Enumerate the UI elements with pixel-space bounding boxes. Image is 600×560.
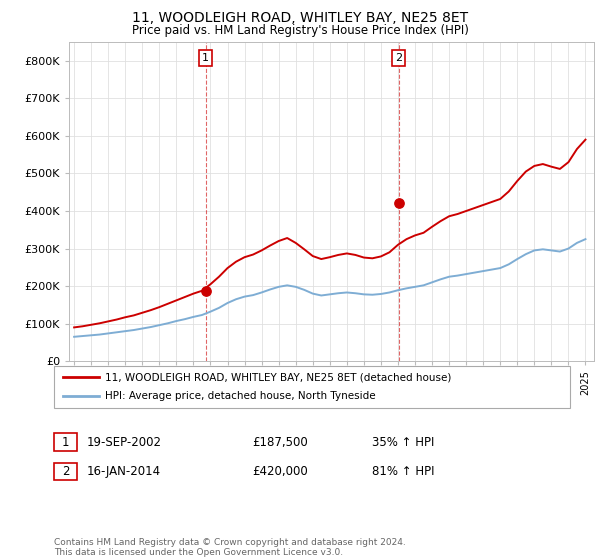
Text: 2: 2: [62, 465, 69, 478]
Text: 35% ↑ HPI: 35% ↑ HPI: [372, 436, 434, 449]
Text: 19-SEP-2002: 19-SEP-2002: [87, 436, 162, 449]
Text: 11, WOODLEIGH ROAD, WHITLEY BAY, NE25 8ET: 11, WOODLEIGH ROAD, WHITLEY BAY, NE25 8E…: [132, 11, 468, 25]
Text: 2: 2: [395, 53, 402, 63]
Text: 81% ↑ HPI: 81% ↑ HPI: [372, 465, 434, 478]
Text: Contains HM Land Registry data © Crown copyright and database right 2024.
This d: Contains HM Land Registry data © Crown c…: [54, 538, 406, 557]
Text: 16-JAN-2014: 16-JAN-2014: [87, 465, 161, 478]
Point: [201, 286, 211, 295]
Text: 1: 1: [202, 53, 209, 63]
Text: HPI: Average price, detached house, North Tyneside: HPI: Average price, detached house, Nort…: [105, 391, 376, 401]
Text: £187,500: £187,500: [252, 436, 308, 449]
Text: 11, WOODLEIGH ROAD, WHITLEY BAY, NE25 8ET (detached house): 11, WOODLEIGH ROAD, WHITLEY BAY, NE25 8E…: [105, 372, 451, 382]
Text: £420,000: £420,000: [252, 465, 308, 478]
Text: Price paid vs. HM Land Registry's House Price Index (HPI): Price paid vs. HM Land Registry's House …: [131, 24, 469, 36]
Point: [394, 199, 403, 208]
Text: 1: 1: [62, 436, 69, 449]
